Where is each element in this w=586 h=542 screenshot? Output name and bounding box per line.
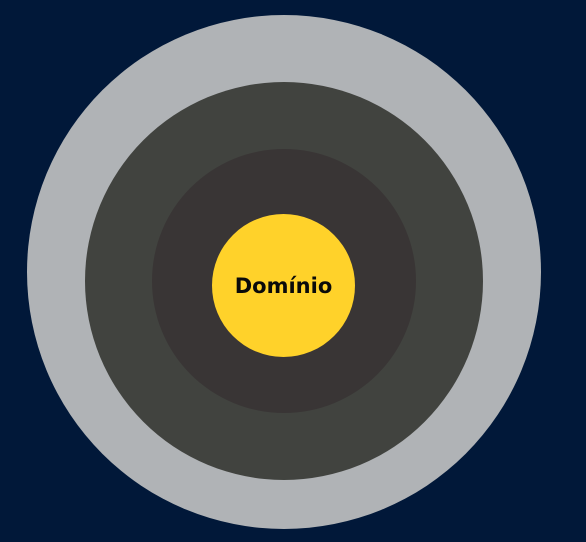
core-label: Domínio xyxy=(234,273,333,298)
core-circle: Domínio xyxy=(212,214,355,357)
